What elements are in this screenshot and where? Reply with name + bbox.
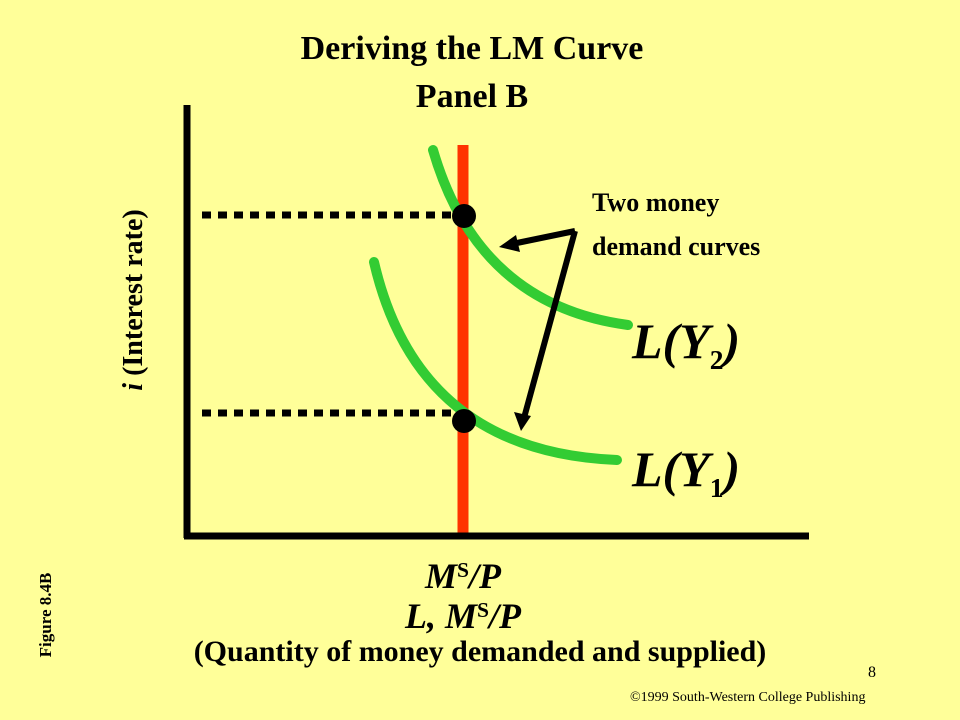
curve-label-ly1-main: L(Y xyxy=(632,441,710,497)
curve-label-ly2-main: L(Y xyxy=(632,313,710,369)
x-label-prefix: L, M xyxy=(405,596,477,636)
curve-label-ly1-sub: 1 xyxy=(709,472,724,503)
equilibrium-point-upper xyxy=(452,204,476,228)
x-axis-title: (Quantity of money demanded and supplied… xyxy=(193,635,767,668)
money-supply-tick-label: MS/P xyxy=(425,555,501,597)
curve-label-ly1-close: ) xyxy=(723,441,741,497)
demand-curve-ly2 xyxy=(428,145,633,330)
curve-label-ly2-close: ) xyxy=(723,313,741,369)
y-axis-text: (Interest rate) xyxy=(118,209,149,383)
page-number: 8 xyxy=(868,664,876,681)
curve-label-ly1: L(Y1) xyxy=(632,440,740,504)
slide-subtitle: Panel B xyxy=(415,78,529,115)
y-axis-var: i xyxy=(118,382,149,391)
x-label-sup: S xyxy=(477,598,490,622)
arrowhead-upper xyxy=(499,235,520,252)
annotation-line1: Two money xyxy=(592,188,720,217)
arrowhead-lower xyxy=(514,412,531,431)
figure-label: Figure 8.4B xyxy=(36,572,55,658)
x-label-rest: /P xyxy=(489,596,522,636)
curve-label-ly2: L(Y2) xyxy=(632,312,740,376)
x-axis-variable-label: L, MS/P xyxy=(405,595,521,637)
demand-curve-ly1 xyxy=(369,257,622,465)
equilibrium-point-lower xyxy=(452,409,476,433)
ms-label-sup: S xyxy=(457,558,470,582)
curve-label-ly2-sub: 2 xyxy=(709,344,724,375)
annotation-line2: demand curves xyxy=(592,232,761,261)
annotation-arrows xyxy=(499,228,578,431)
slide-title: Deriving the LM Curve xyxy=(300,30,644,67)
y-axis-label: i (Interest rate) xyxy=(118,100,150,500)
copyright-notice: ©1999 South-Western College Publishing xyxy=(630,690,866,705)
ms-label-base: M xyxy=(425,556,458,596)
ms-label-rest: /P xyxy=(469,556,502,596)
